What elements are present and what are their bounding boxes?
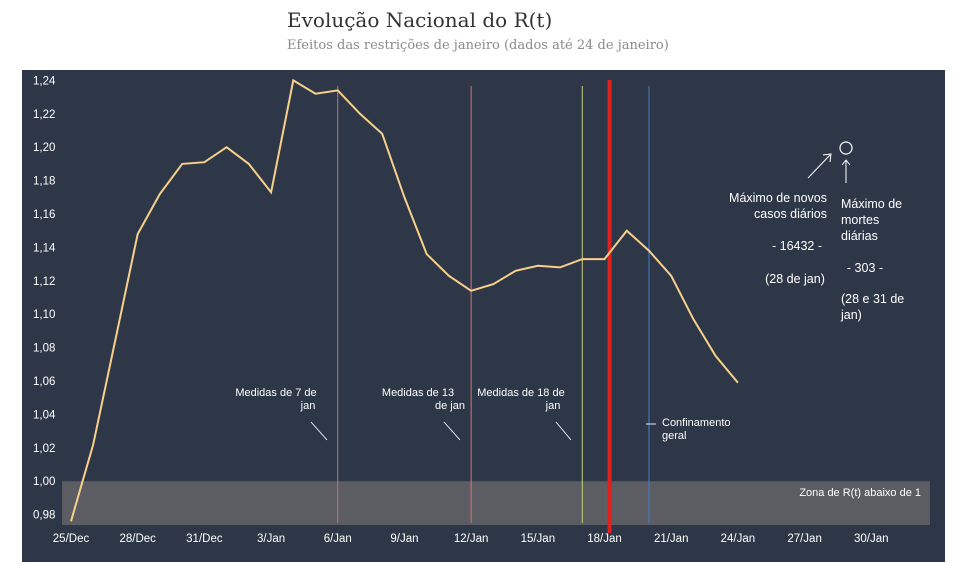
rt-series-line <box>70 78 739 522</box>
cases-title-2: casos diários <box>754 207 827 221</box>
cases-date: (28 de jan) <box>765 272 825 286</box>
x-tick-label: 9/Jan <box>390 533 418 545</box>
zone-label: Zona de R(t) abaixo de 1 <box>799 487 921 499</box>
max-annotations: Máximo de novos casos diários - 16432 - … <box>729 141 904 322</box>
marker-label-line1: Medidas de 18 de <box>477 387 564 399</box>
deaths-arrow-head <box>841 159 851 166</box>
chart-subtitle: Efeitos das restrições de janeiro (dados… <box>287 38 669 53</box>
x-tick-label: 15/Jan <box>521 533 556 545</box>
marker-arrow <box>555 421 572 441</box>
x-tick-label: 30/Jan <box>854 533 889 545</box>
cases-title-1: Máximo de novos <box>729 191 827 205</box>
x-tick-label: 27/Jan <box>787 533 822 545</box>
y-tick-label: 1,00 <box>33 476 55 488</box>
marker-label-line2: jan <box>545 400 561 412</box>
y-tick-label: 1,18 <box>33 176 55 188</box>
y-tick-label: 1,24 <box>33 75 56 87</box>
marker-label-line1: Confinamento <box>662 417 731 429</box>
deaths-title-2: mortes <box>841 213 879 227</box>
marker-arrow <box>443 421 461 441</box>
y-tick-label: 1,16 <box>33 209 55 221</box>
y-tick-label: 1,06 <box>33 376 55 388</box>
cases-arrow-line <box>807 154 831 179</box>
y-tick-label: 1,12 <box>33 276 55 288</box>
x-tick-label: 3/Jan <box>257 533 285 545</box>
deaths-date-1: (28 e 31 de <box>841 292 904 306</box>
y-tick-label: 1,14 <box>33 242 56 254</box>
deaths-title-1: Máximo de <box>841 197 902 211</box>
marker-label-line1: Medidas de 13 <box>382 387 454 399</box>
x-tick-label: 21/Jan <box>654 533 689 545</box>
x-tick-label: 28/Dec <box>119 533 156 545</box>
y-tick-label: 1,22 <box>33 109 55 121</box>
y-tick-label: 0,98 <box>33 510 55 522</box>
marker-label-line2: de jan <box>435 400 465 412</box>
y-tick-label: 1,02 <box>33 443 55 455</box>
x-tick-label: 25/Dec <box>53 533 90 545</box>
y-tick-label: 1,20 <box>33 142 55 154</box>
y-tick-label: 1,08 <box>33 343 55 355</box>
marker-label-line1: Medidas de 7 de <box>235 387 316 399</box>
below-one-zone <box>62 481 930 525</box>
marker-arrow <box>310 421 328 441</box>
y-tick-label: 1,10 <box>33 309 55 321</box>
x-axis: 25/Dec 28/Dec 31/Dec 3/Jan 6/Jan 9/Jan 12/Jan 1… <box>53 533 889 545</box>
chart-panel <box>22 70 945 562</box>
y-tick-label: 1,04 <box>33 409 56 421</box>
x-tick-label: 18/Jan <box>587 533 622 545</box>
deaths-value: - 303 - <box>847 261 883 275</box>
y-axis: 0,98 1,00 1,02 1,04 1,06 1,08 1,10 1,12 1,14 1,16… <box>33 75 56 521</box>
chart-title: Evolução Nacional do R(t) <box>287 8 553 32</box>
cases-arrow-head <box>822 153 832 163</box>
cases-value: - 16432 - <box>772 239 822 253</box>
marker-label-line2: jan <box>300 400 316 412</box>
marker-label-line2: geral <box>662 430 686 442</box>
max-circle-marker <box>839 141 853 155</box>
x-tick-label: 31/Dec <box>186 533 223 545</box>
deaths-title-3: diárias <box>841 229 878 243</box>
x-tick-label: 24/Jan <box>721 533 756 545</box>
deaths-date-2: jan) <box>840 308 862 322</box>
x-tick-label: 6/Jan <box>324 533 352 545</box>
x-tick-label: 12/Jan <box>454 533 489 545</box>
